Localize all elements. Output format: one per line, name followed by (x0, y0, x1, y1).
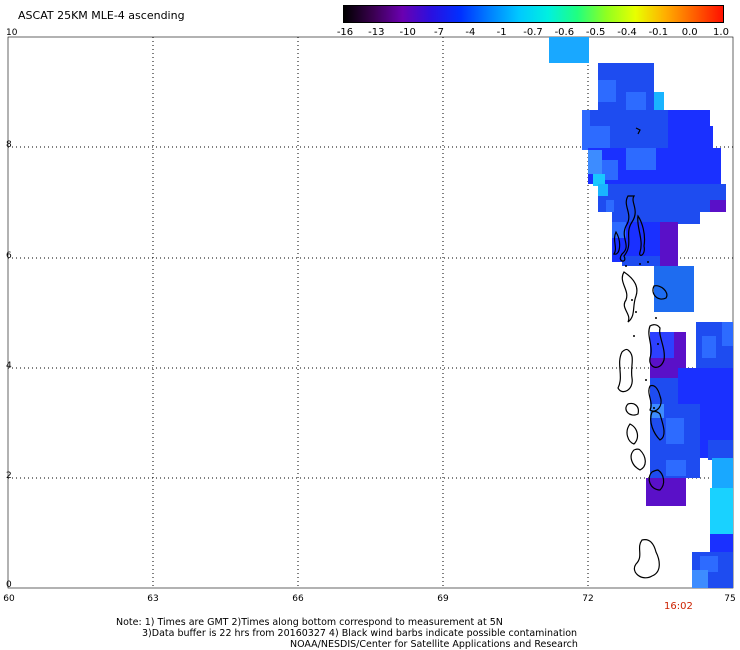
wind-swath (549, 37, 733, 588)
swath-cell (666, 460, 686, 476)
small-islets (625, 261, 659, 409)
colorbar-tick-label: -16 (336, 27, 354, 38)
swath-cell (666, 418, 684, 444)
swath-cell (654, 266, 694, 312)
colorbar-gradient (344, 6, 723, 22)
swath-cell (710, 200, 726, 212)
y-axis-label: 10 (6, 28, 18, 38)
x-axis-label: 63 (147, 594, 159, 604)
swath-cell (650, 378, 678, 408)
colorbar-tick-label: 1.0 (713, 27, 729, 38)
y-axis-label: 0 (6, 580, 12, 590)
island-coastlines (613, 127, 668, 579)
swath-cell (598, 184, 726, 212)
swath-cell (710, 488, 733, 534)
swath-cell (708, 440, 733, 460)
x-axis-label: 72 (582, 594, 594, 604)
colorbar-tick-label: -1 (496, 27, 507, 38)
swath-cell (593, 174, 605, 186)
note-line-1: Note: 1) Times are GMT 2)Times along bot… (116, 617, 503, 628)
x-axis-label: 66 (292, 594, 304, 604)
colorbar-tick-label: -7 (434, 27, 444, 38)
swath-cell (582, 110, 590, 150)
colorbar-tick-label: -0.6 (554, 27, 575, 38)
swath-cell (654, 92, 664, 110)
swath-cell (626, 92, 646, 110)
note-line-3: NOAA/NESDIS/Center for Satellite Applica… (290, 639, 578, 650)
colorbar-tick-label: -0.1 (648, 27, 669, 38)
swath-cell (590, 126, 610, 150)
colorbar-tick-label: -0.7 (523, 27, 543, 38)
swath-cell (712, 458, 733, 490)
colorbar-tick-label: -13 (368, 27, 385, 38)
y-axis-label: 8 (6, 140, 12, 150)
swath-cell (700, 556, 718, 572)
swath-cell (549, 37, 589, 63)
swath-cell (646, 478, 686, 506)
swath-cell (650, 332, 674, 358)
colorbar-tick-label: -10 (399, 27, 416, 38)
colorbar-tick-label: 0.0 (681, 27, 698, 38)
note-line-2: 3)Data buffer is 22 hrs from 20160327 4)… (142, 628, 578, 639)
x-axis-label: 60 (3, 594, 15, 604)
colorbar-tick-label: -0.5 (585, 27, 606, 38)
swath-cell (692, 570, 708, 588)
swath-cell (606, 200, 614, 212)
colorbar-tick-label: -4 (465, 27, 476, 38)
y-axis-label: 4 (6, 361, 12, 371)
swath-cell (668, 110, 710, 148)
swath-cell (602, 160, 618, 180)
map-title: ASCAT 25KM MLE-4 ascending (18, 9, 185, 22)
x-axis-label: 75 (724, 594, 736, 604)
colorbar-tick-label: -0.4 (617, 27, 637, 38)
swath-cell (598, 80, 616, 102)
swath-cell (612, 212, 700, 224)
plot-frame (7, 36, 734, 589)
swath-cell (702, 336, 716, 358)
y-axis-label: 6 (6, 251, 12, 261)
swath-cell (710, 126, 713, 148)
swath-cell (588, 150, 602, 174)
time-label: 16:02 (664, 601, 693, 612)
y-axis-label: 2 (6, 471, 12, 481)
swath-cell (626, 148, 656, 170)
swath-cell (722, 322, 733, 346)
swath-cell (710, 534, 733, 554)
x-axis-label: 69 (437, 594, 449, 604)
colorbar (343, 5, 724, 23)
swath-cell (598, 184, 608, 196)
swath-cell (622, 256, 660, 266)
swath-cell (660, 222, 678, 266)
